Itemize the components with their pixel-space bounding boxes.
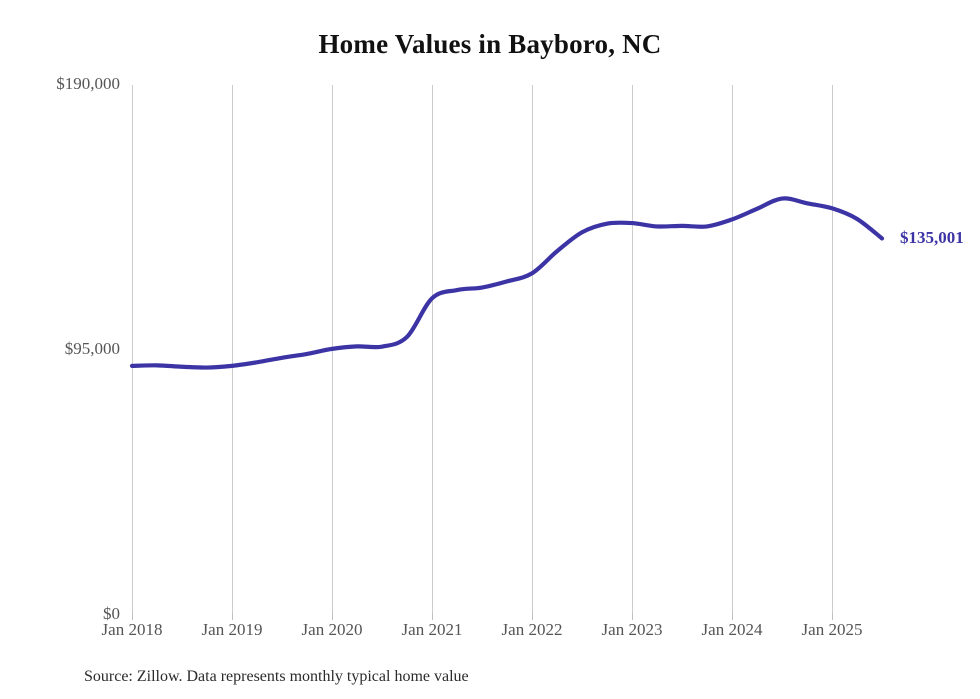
gridline-jan-2025 [832,85,833,615]
xtick-label-jan-2025: Jan 2025 [801,620,863,639]
xtick-mark [332,613,333,620]
ytick-label: $95,000 [64,339,120,358]
ytick-0: $0 [0,604,120,623]
xtick-label-jan-2024: Jan 2024 [701,620,763,639]
gridline-jan-2018 [132,85,133,615]
xtick-mark [532,613,533,620]
xtick-mark [132,613,133,620]
xtick-mark [832,613,833,620]
gridline-jan-2023 [632,85,633,615]
ytick-label: $0 [103,604,120,623]
xtick-label-jan-2019: Jan 2019 [201,620,263,639]
xtick-mark [232,613,233,620]
xtick-label-jan-2018: Jan 2018 [101,620,163,639]
plot-area [129,85,885,615]
ytick-label: $190,000 [56,74,120,93]
xtick-label-jan-2021: Jan 2021 [401,620,463,639]
xtick-label-jan-2023: Jan 2023 [601,620,663,639]
gridline-jan-2024 [732,85,733,615]
ytick-95000: $95,000 [0,339,120,358]
xtick-mark [432,613,433,620]
gridline-jan-2021 [432,85,433,615]
chart-title: Home Values in Bayboro, NC [318,29,662,59]
source-note: Source: Zillow. Data represents monthly … [84,668,469,685]
gridline-jan-2019 [232,85,233,615]
xtick-label-jan-2020: Jan 2020 [301,620,363,639]
series-end-value-label: $135,001 [900,228,964,248]
gridline-jan-2022 [532,85,533,615]
xtick-mark [732,613,733,620]
series-line-typical-home-value [129,196,885,370]
xtick-label-jan-2022: Jan 2022 [501,620,563,639]
xtick-mark [632,613,633,620]
ytick-190000: $190,000 [0,74,120,93]
